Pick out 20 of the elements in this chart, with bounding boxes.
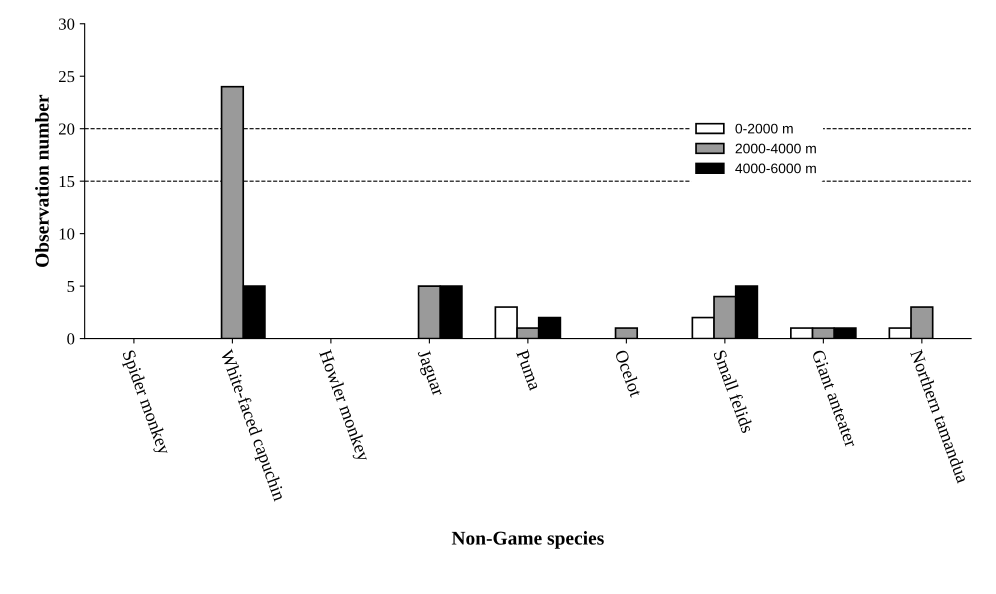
y-tick-label: 10 [60,228,74,240]
y-axis-title: Observation number [35,94,49,267]
x-tick-label: Giant anteater [812,349,858,448]
legend-label: 0-2000 m [735,124,793,134]
y-tick-label: 20 [59,123,74,135]
legend-label: 4000-6000 m [735,163,816,174]
y-tick-label: 15 [60,176,74,188]
y-tick-label: 25 [59,70,74,82]
x-tick-label: Small felids [713,349,754,434]
x-tick-label: Ocelot [614,349,643,398]
x-tick-label: Howler monkey [316,348,371,464]
x-axis-title: Non-Game species [452,531,604,549]
x-tick-label: Spider monkey [118,349,172,458]
y-tick-label: 5 [68,280,74,292]
legend-label: 2000-4000 m [736,144,816,154]
y-tick-label: 30 [59,18,74,30]
x-tick-label: Northern tamandua [910,348,970,484]
y-tick-label: 0 [67,333,74,345]
x-tick-label: Puma [516,349,542,392]
x-tick-label: Jaguar [414,348,445,398]
